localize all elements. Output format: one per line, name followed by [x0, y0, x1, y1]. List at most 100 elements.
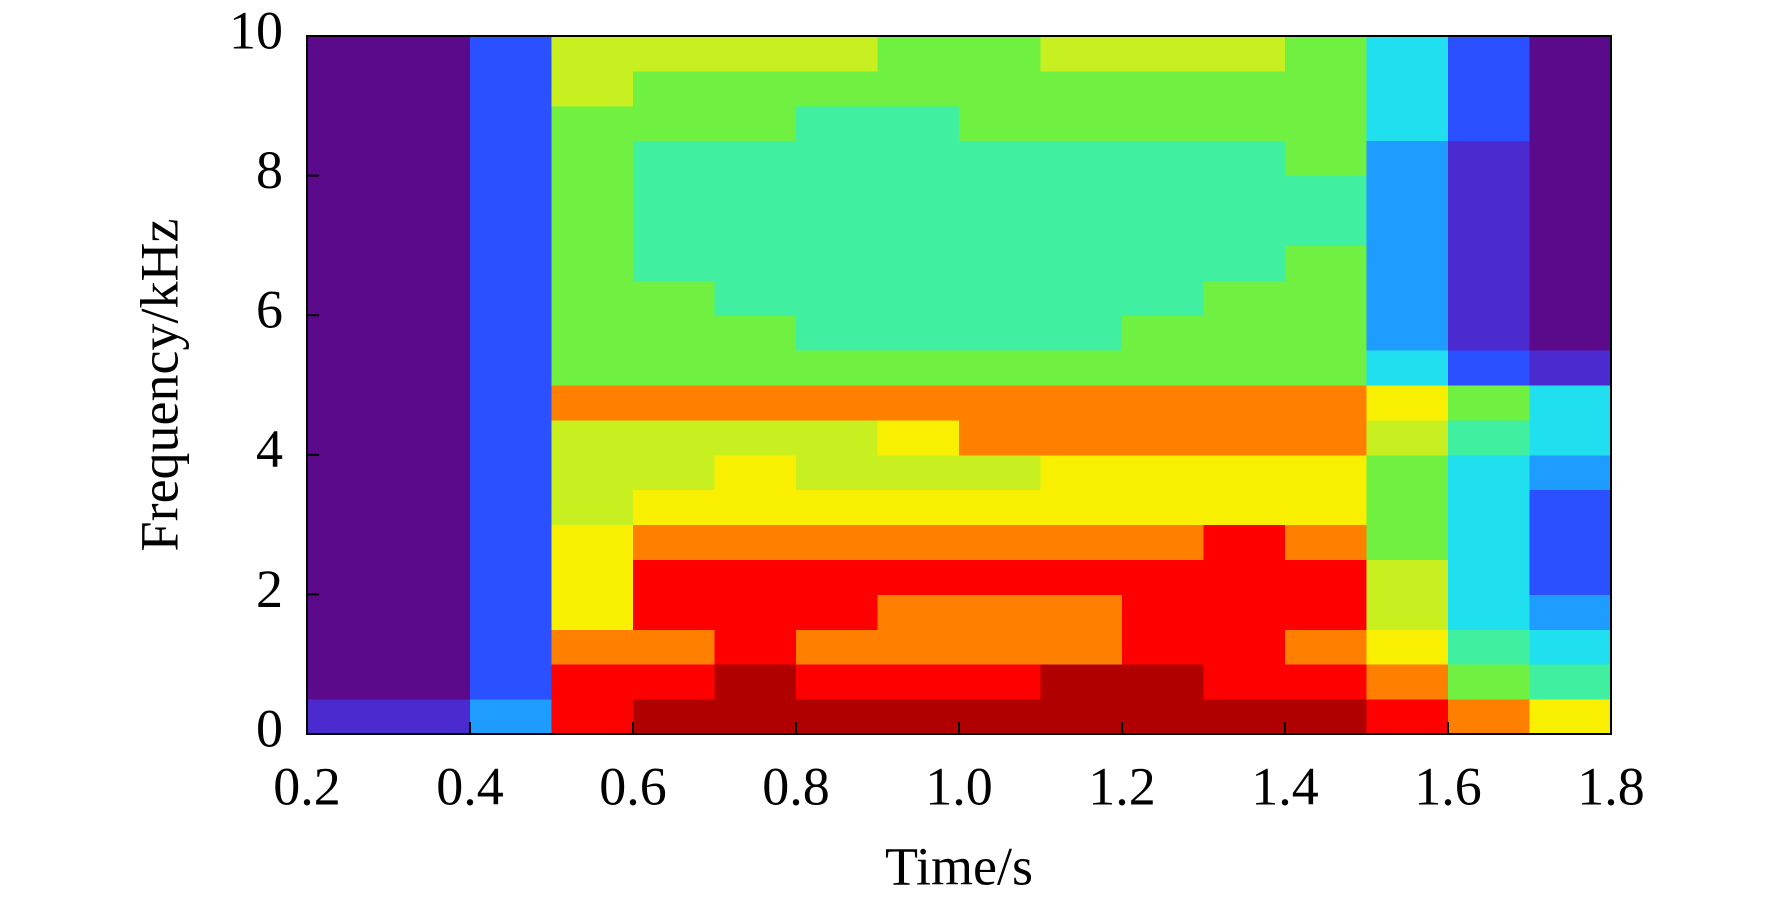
heatmap-cell — [1448, 140, 1530, 177]
heatmap-cell — [1366, 315, 1449, 351]
heatmap-cell — [551, 629, 634, 665]
heatmap-cell — [1122, 105, 1204, 142]
heatmap-cell — [307, 140, 389, 177]
heatmap-cell — [1203, 699, 1286, 735]
heatmap-cell — [1529, 419, 1612, 456]
heatmap-cell — [1040, 524, 1123, 560]
heatmap-cell — [388, 210, 471, 246]
heatmap-cell — [877, 210, 960, 246]
heatmap-cell — [796, 524, 878, 560]
heatmap-cell — [633, 594, 715, 630]
heatmap-cell — [1203, 559, 1286, 595]
heatmap-cell — [714, 489, 797, 526]
y-tick-label: 8 — [256, 140, 283, 200]
heatmap-cell — [307, 175, 389, 211]
heatmap-cell — [1040, 280, 1123, 316]
heatmap-cell — [1285, 36, 1367, 72]
heatmap-cell — [1122, 629, 1204, 665]
heatmap-cell — [388, 524, 471, 560]
heatmap-cell — [470, 489, 552, 526]
heatmap-cell — [470, 559, 552, 595]
heatmap-cell — [1448, 175, 1530, 211]
heatmap-cell — [551, 245, 634, 281]
heatmap-cell — [959, 350, 1041, 386]
heatmap-cell — [551, 315, 634, 351]
heatmap-cell — [1285, 489, 1367, 526]
heatmap-cell — [796, 594, 878, 630]
heatmap-cell — [1203, 594, 1286, 630]
heatmap-cell — [1203, 419, 1286, 456]
heatmap-cell — [1203, 629, 1286, 665]
heatmap-cell — [1366, 140, 1449, 177]
heatmap-cell — [307, 664, 389, 700]
heatmap-cell — [877, 350, 960, 386]
heatmap-cell — [1040, 385, 1123, 421]
x-tick-label: 0.2 — [273, 756, 341, 816]
y-tick-label: 2 — [256, 559, 283, 619]
heatmap-cell — [388, 385, 471, 421]
heatmap-cell — [796, 105, 878, 142]
heatmap-cell — [1040, 594, 1123, 630]
heatmap-cell — [877, 594, 960, 630]
heatmap-cell — [1448, 315, 1530, 351]
heatmap-cell — [551, 105, 634, 142]
heatmap-cell — [388, 559, 471, 595]
heatmap-cell — [633, 699, 715, 735]
heatmap-cell — [470, 594, 552, 630]
heatmap-cell — [1529, 175, 1612, 211]
heatmap-cell — [1285, 140, 1367, 177]
heatmap-cell — [1529, 629, 1612, 665]
heatmap-cell — [1203, 175, 1286, 211]
heatmap-cell — [388, 70, 471, 107]
heatmap-cell — [1285, 385, 1367, 421]
heatmap-cell — [470, 36, 552, 72]
heatmap-cell — [1366, 664, 1449, 700]
heatmap-cell — [307, 559, 389, 595]
heatmap-cell — [633, 245, 715, 281]
heatmap-cell — [1448, 524, 1530, 560]
heatmap-cell — [307, 524, 389, 560]
heatmap-cell — [470, 70, 552, 107]
heatmap-cell — [551, 350, 634, 386]
heatmap-cell — [1122, 664, 1204, 700]
x-tick-label: 0.8 — [762, 756, 830, 816]
heatmap-cell — [796, 454, 878, 491]
heatmap-cell — [1448, 594, 1530, 630]
heatmap-cell — [470, 699, 552, 735]
heatmap-cell — [714, 629, 797, 665]
heatmap-cell — [1122, 454, 1204, 491]
heatmap-cell — [796, 629, 878, 665]
heatmap-cell — [1366, 280, 1449, 316]
heatmap-cell — [877, 385, 960, 421]
heatmap-cell — [1203, 36, 1286, 72]
heatmap-cell — [1122, 140, 1204, 177]
x-tick-label: 1.4 — [1251, 756, 1319, 816]
heatmap-cell — [551, 489, 634, 526]
heatmap-cell — [1122, 210, 1204, 246]
heatmap-cell — [1285, 664, 1367, 700]
heatmap-cell — [877, 524, 960, 560]
heatmap-cell — [959, 70, 1041, 107]
heatmap-cell — [1122, 245, 1204, 281]
heatmap-cell — [714, 559, 797, 595]
heatmap-cell — [1529, 454, 1612, 491]
heatmap-cell — [1122, 350, 1204, 386]
heatmap-cell — [633, 629, 715, 665]
heatmap-cell — [551, 454, 634, 491]
heatmap-cell — [959, 454, 1041, 491]
heatmap-cell — [307, 105, 389, 142]
heatmap-cell — [307, 70, 389, 107]
heatmap-cell — [714, 315, 797, 351]
heatmap-cell — [1203, 664, 1286, 700]
heatmap-cell — [714, 664, 797, 700]
heatmap-cell — [470, 245, 552, 281]
heatmap-cell — [1040, 315, 1123, 351]
heatmap-cell — [551, 175, 634, 211]
heatmap-cell — [1203, 245, 1286, 281]
heatmap-cell — [1040, 210, 1123, 246]
heatmap-cell — [714, 454, 797, 491]
heatmap-cell — [633, 385, 715, 421]
heatmap-cell — [1122, 419, 1204, 456]
x-axis-label: Time/s — [885, 836, 1033, 896]
heatmap-cell — [877, 245, 960, 281]
